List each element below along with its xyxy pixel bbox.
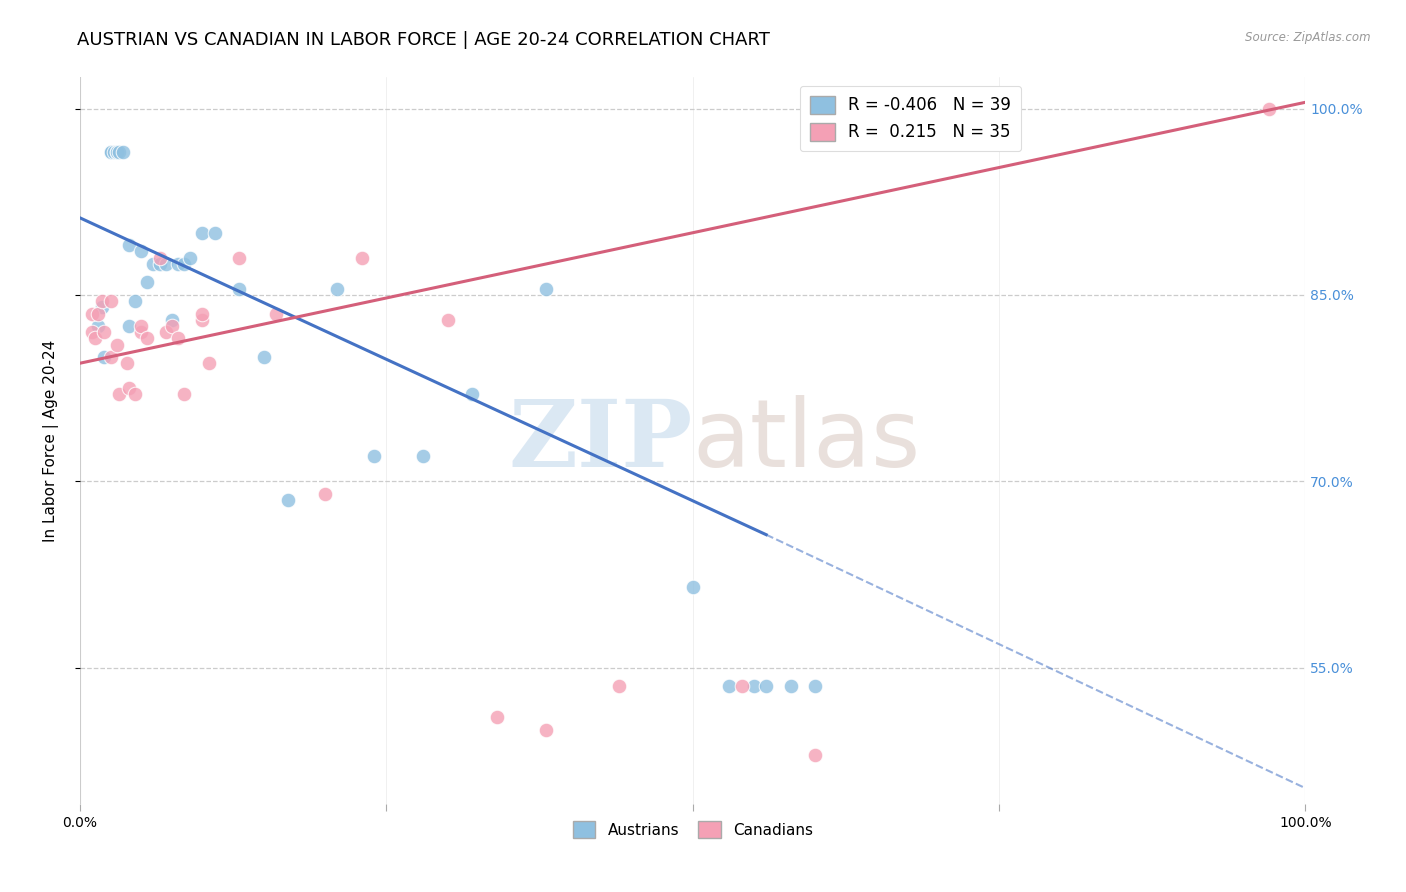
Point <box>731 679 754 693</box>
Point <box>191 312 214 326</box>
Y-axis label: In Labor Force | Age 20-24: In Labor Force | Age 20-24 <box>44 340 59 542</box>
Point <box>149 251 172 265</box>
Point <box>197 356 219 370</box>
Point <box>136 331 159 345</box>
Point <box>111 145 134 159</box>
Point <box>91 301 114 315</box>
Point <box>82 325 104 339</box>
Point <box>253 350 276 364</box>
Point <box>228 282 250 296</box>
Point <box>100 145 122 159</box>
Point <box>83 331 105 345</box>
Point <box>115 356 138 370</box>
Point <box>129 318 152 333</box>
Point <box>461 387 484 401</box>
Point <box>108 145 131 159</box>
Point <box>136 276 159 290</box>
Point <box>350 251 373 265</box>
Point <box>277 492 299 507</box>
Point <box>326 282 349 296</box>
Point <box>142 257 165 271</box>
Point <box>1257 102 1279 116</box>
Text: atlas: atlas <box>693 395 921 487</box>
Point <box>607 679 630 693</box>
Point <box>682 580 704 594</box>
Point <box>173 387 195 401</box>
Point <box>204 226 226 240</box>
Text: AUSTRIAN VS CANADIAN IN LABOR FORCE | AGE 20-24 CORRELATION CHART: AUSTRIAN VS CANADIAN IN LABOR FORCE | AG… <box>77 31 770 49</box>
Point <box>129 325 152 339</box>
Point <box>264 306 287 320</box>
Point <box>167 257 190 271</box>
Point <box>228 251 250 265</box>
Point <box>436 312 458 326</box>
Point <box>173 257 195 271</box>
Point <box>103 145 125 159</box>
Point <box>129 244 152 259</box>
Point <box>167 331 190 345</box>
Point <box>804 747 827 762</box>
Point <box>314 486 336 500</box>
Point <box>160 312 183 326</box>
Point <box>100 145 122 159</box>
Point <box>155 257 177 271</box>
Point <box>534 723 557 737</box>
Point <box>100 294 122 309</box>
Point <box>412 450 434 464</box>
Point <box>118 238 141 252</box>
Point <box>93 325 115 339</box>
Point <box>118 318 141 333</box>
Point <box>91 294 114 309</box>
Text: ZIP: ZIP <box>509 396 693 486</box>
Point <box>485 710 508 724</box>
Point <box>105 337 128 351</box>
Point <box>179 251 201 265</box>
Point <box>108 387 131 401</box>
Point <box>755 679 778 693</box>
Point <box>118 381 141 395</box>
Point <box>87 306 110 320</box>
Point <box>100 350 122 364</box>
Point <box>87 318 110 333</box>
Point <box>155 325 177 339</box>
Point <box>191 306 214 320</box>
Point <box>160 318 183 333</box>
Legend: Austrians, Canadians: Austrians, Canadians <box>567 815 818 844</box>
Point <box>779 679 801 693</box>
Point <box>149 257 172 271</box>
Text: Source: ZipAtlas.com: Source: ZipAtlas.com <box>1246 31 1371 45</box>
Point <box>105 145 128 159</box>
Point <box>124 387 146 401</box>
Point <box>93 350 115 364</box>
Point <box>363 450 385 464</box>
Point <box>82 306 104 320</box>
Point <box>804 679 827 693</box>
Point <box>718 679 741 693</box>
Point <box>105 145 128 159</box>
Point <box>534 282 557 296</box>
Point <box>100 145 122 159</box>
Point <box>742 679 765 693</box>
Point <box>124 294 146 309</box>
Point <box>191 226 214 240</box>
